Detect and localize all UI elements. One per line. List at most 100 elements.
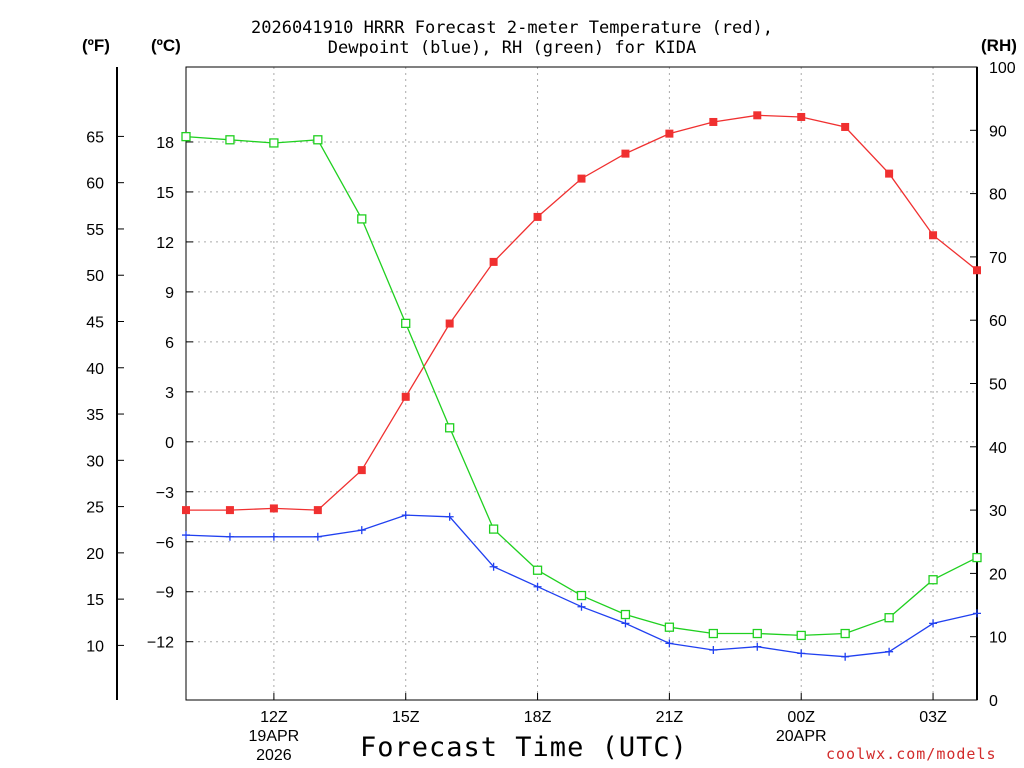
x-tick-label: 00Z xyxy=(787,709,815,726)
relative-humidity-point xyxy=(620,609,631,620)
rh-unit-label: (RH) xyxy=(981,36,1017,55)
temperature-point xyxy=(797,112,806,121)
fahrenheit-tick-label: 55 xyxy=(86,222,104,239)
dewpoint-line xyxy=(185,514,978,658)
x-tick-label: 21Z xyxy=(656,709,684,726)
fahrenheit-tick-label: 65 xyxy=(86,129,104,146)
relative-humidity-point xyxy=(796,630,806,641)
dewpoint-point xyxy=(929,619,938,628)
rh-tick-label: 100 xyxy=(989,60,1016,77)
dewpoint-point xyxy=(489,562,498,571)
temperature-point xyxy=(357,466,366,475)
temperature-point xyxy=(269,504,278,513)
temperature-point xyxy=(621,149,630,158)
fahrenheit-tick-label: 20 xyxy=(86,546,104,563)
rh-tick-label: 0 xyxy=(989,693,998,710)
relative-humidity-point xyxy=(972,552,982,563)
dewpoint-point xyxy=(665,639,674,648)
fahrenheit-tick-label: 40 xyxy=(86,361,104,378)
relative-humidity-line xyxy=(185,135,978,637)
rh-tick-label: 20 xyxy=(989,566,1007,583)
temperature-point xyxy=(709,117,718,126)
chart-title-line-1: 2026041910 HRRR Forecast 2-meter Tempera… xyxy=(251,18,773,38)
dewpoint-point xyxy=(445,512,454,521)
dewpoint-point xyxy=(269,532,278,541)
relative-humidity-point xyxy=(708,628,718,639)
rh-tick-label: 60 xyxy=(989,313,1007,330)
x-tick-label: 03Z xyxy=(919,709,947,726)
dewpoint-point xyxy=(797,649,806,658)
date-label-line-1: 20APR xyxy=(776,728,827,745)
rh-tick-label: 10 xyxy=(989,630,1007,647)
temperature-point xyxy=(313,506,322,515)
relative-humidity-point xyxy=(269,138,279,148)
temperature-point xyxy=(973,266,981,275)
fahrenheit-unit-label: (ºF) xyxy=(82,36,110,55)
x-tick-label: 15Z xyxy=(392,709,420,726)
relative-humidity-point xyxy=(445,423,455,433)
dewpoint-point xyxy=(621,619,630,628)
dewpoint-point xyxy=(533,582,542,591)
rh-tick-label: 50 xyxy=(989,377,1007,394)
temperature-line xyxy=(186,114,978,511)
temperature-point xyxy=(577,174,586,183)
dewpoint-point xyxy=(313,532,322,541)
fahrenheit-tick-label: 30 xyxy=(86,453,104,470)
celsius-tick-label: 6 xyxy=(165,335,174,352)
fahrenheit-tick-label: 15 xyxy=(86,592,104,609)
rh-tick-label: 40 xyxy=(989,440,1007,457)
rh-tick-label: 30 xyxy=(989,503,1007,520)
dewpoint-point xyxy=(709,646,718,655)
fahrenheit-tick-label: 45 xyxy=(86,314,104,331)
relative-humidity-point xyxy=(401,318,411,329)
relative-humidity-point xyxy=(664,622,675,632)
fahrenheit-tick-label: 10 xyxy=(86,638,104,655)
relative-humidity-point xyxy=(576,590,587,601)
dewpoint-point xyxy=(182,531,190,540)
celsius-tick-label: 0 xyxy=(165,435,174,452)
temperature-point xyxy=(182,506,190,515)
dewpoint-point xyxy=(577,602,586,611)
temperature-point xyxy=(533,212,542,221)
relative-humidity-point xyxy=(884,613,894,623)
celsius-unit-label: (ºC) xyxy=(151,36,181,55)
celsius-tick-label: −12 xyxy=(147,635,174,652)
x-tick-label: 12Z xyxy=(260,709,288,726)
dewpoint-point xyxy=(973,609,981,618)
dewpoint-point xyxy=(401,511,410,520)
dewpoint-point xyxy=(357,526,366,535)
chart-title-line-2: Dewpoint (blue), RH (green) for KIDA xyxy=(327,38,697,58)
celsius-tick-label: 12 xyxy=(156,235,174,252)
temperature-point xyxy=(665,129,674,138)
rh-tick-label: 90 xyxy=(989,123,1007,140)
temperature-point xyxy=(753,111,762,120)
dewpoint-point xyxy=(225,532,234,541)
temperature-point xyxy=(841,122,850,131)
relative-humidity-point xyxy=(357,214,367,224)
fahrenheit-tick-label: 25 xyxy=(86,500,104,517)
celsius-tick-label: 3 xyxy=(165,385,174,402)
relative-humidity-point xyxy=(752,628,762,639)
relative-humidity-point xyxy=(313,135,323,145)
relative-humidity-point xyxy=(928,575,938,585)
dewpoint-point xyxy=(885,647,894,656)
relative-humidity-point xyxy=(532,565,543,575)
celsius-tick-label: −3 xyxy=(156,485,174,502)
rh-tick-label: 80 xyxy=(989,187,1007,204)
rh-tick-label: 70 xyxy=(989,250,1007,267)
temperature-point xyxy=(885,169,894,178)
temperature-point xyxy=(445,319,454,328)
date-label-line-2: 2026 xyxy=(256,747,292,764)
temperature-point xyxy=(401,392,410,401)
fahrenheit-tick-label: 35 xyxy=(86,407,104,424)
fahrenheit-tick-label: 60 xyxy=(86,176,104,193)
temperature-point xyxy=(929,231,938,240)
relative-humidity-point xyxy=(840,628,850,639)
x-axis-title: Forecast Time (UTC) xyxy=(360,732,688,763)
dewpoint-point xyxy=(841,652,850,661)
relative-humidity-point xyxy=(488,524,499,534)
celsius-tick-label: −9 xyxy=(156,585,174,602)
source-watermark[interactable]: coolwx.com/models xyxy=(826,745,997,763)
temperature-point xyxy=(489,257,498,266)
